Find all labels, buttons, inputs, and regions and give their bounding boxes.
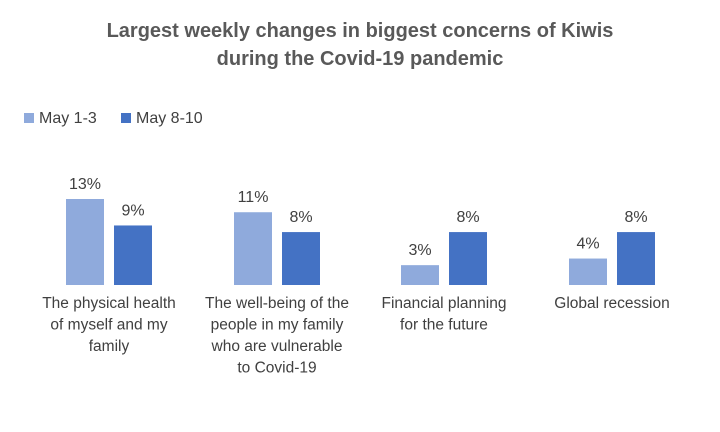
legend-label-2: May 8-10 — [136, 110, 203, 127]
data-label-1-1: 13% — [69, 176, 101, 193]
data-label-1-2: 9% — [121, 202, 144, 219]
chart-title: Largest weekly changes in biggest concer… — [107, 20, 614, 70]
chart-title-line-1: Largest weekly changes in biggest concer… — [107, 20, 614, 42]
bar-3-2 — [449, 232, 487, 285]
legend-swatch-1 — [24, 113, 34, 123]
bar-4-2 — [617, 232, 655, 285]
bar-2-1 — [234, 212, 272, 285]
bar-1-1 — [66, 199, 104, 285]
data-label-4-1: 4% — [576, 236, 599, 253]
chart-title-line-2: during the Covid-19 pandemic — [217, 48, 504, 70]
category-label-1: The physical health of myself and my famil… — [42, 295, 176, 355]
bar-4-1 — [569, 258, 607, 285]
data-label-2-2: 8% — [289, 209, 312, 226]
plot-area: 13% 9% The physical health of myself and my… — [42, 176, 670, 377]
bar-3-1 — [401, 265, 439, 285]
data-label-2-1: 11% — [238, 189, 269, 206]
bar-1-2 — [114, 225, 152, 285]
category-label-3: Financial planning for the future — [382, 295, 507, 334]
data-label-4-2: 8% — [624, 209, 647, 226]
bar-2-2 — [282, 232, 320, 285]
legend-swatch-2 — [121, 113, 131, 123]
legend: May 1-3 May 8-10 — [24, 110, 203, 127]
data-label-3-2: 8% — [456, 209, 479, 226]
data-label-3-1: 3% — [408, 242, 431, 259]
legend-label-1: May 1-3 — [39, 110, 97, 127]
category-label-2: The well-being of the people in my family… — [205, 295, 349, 377]
category-label-4: Global recession — [554, 295, 669, 312]
